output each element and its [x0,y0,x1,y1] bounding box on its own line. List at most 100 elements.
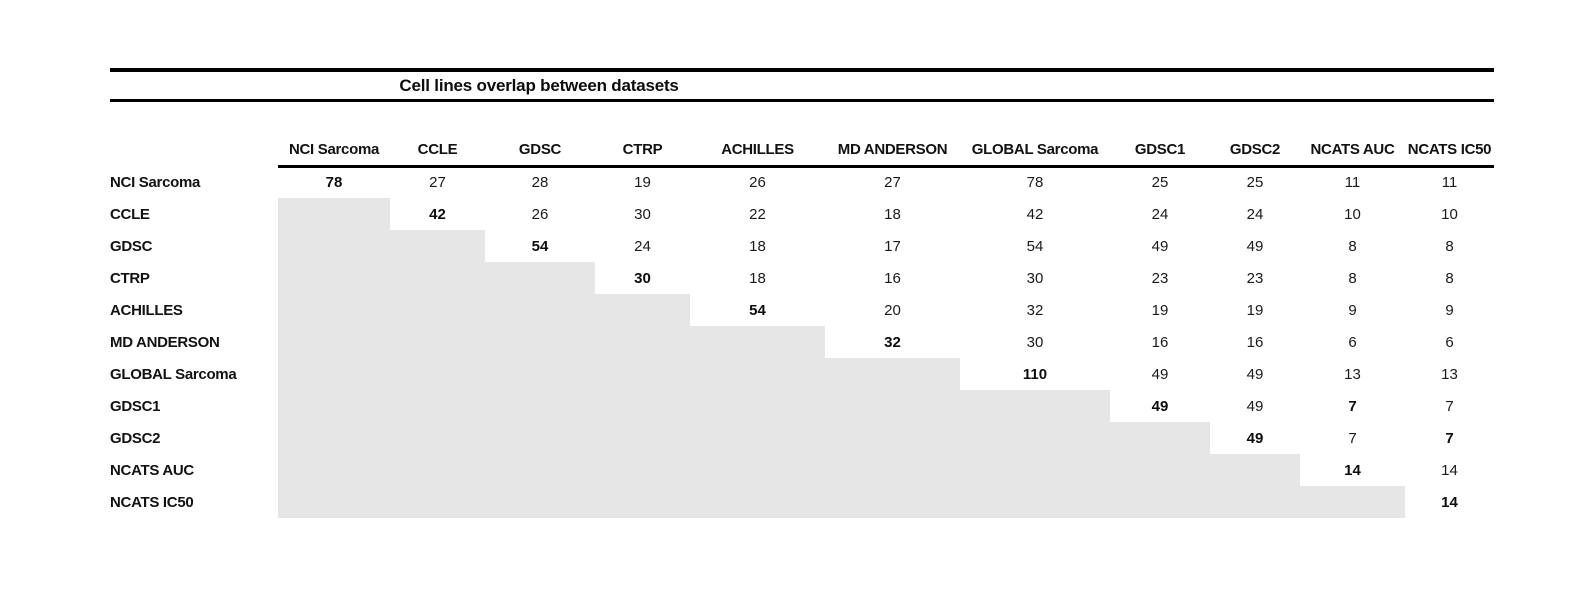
overlap-value-cell: 19 [1151,301,1169,319]
empty-cell [595,358,690,390]
col-header-ncats-auc: NCATS AUC [1300,134,1405,168]
empty-cell [825,422,960,454]
overlap-value-cell: 9 [1348,301,1357,319]
empty-cell [690,358,825,390]
overlap-value-cell: 11 [1344,174,1361,192]
row-header-md-anderson: MD ANDERSON [110,333,220,351]
empty-cell [595,454,690,486]
empty-cell [825,454,960,486]
overlap-value-cell: 18 [884,205,901,223]
col-header-nci-sarcoma: NCI Sarcoma [278,134,390,168]
overlap-value-cell: 19 [634,174,651,192]
empty-cell [595,486,690,518]
col-header-global-sarcoma: GLOBAL Sarcoma [960,134,1110,168]
overlap-value-cell: 78 [325,174,343,192]
row-header-gdsc2: GDSC2 [110,429,161,447]
overlap-value-cell: 27 [884,174,901,192]
table-head: NCI Sarcoma CCLE GDSC CTRP ACHILLES MD ANDERS… [110,134,1494,168]
overlap-value-cell: 28 [531,174,549,192]
table-row: GDSC1 49 49 7 7 [110,390,1494,422]
empty-cell [390,326,485,358]
overlap-value-cell: 110 [1022,365,1048,383]
row-header-ncats-ic50: NCATS IC50 [110,493,194,511]
empty-cell [960,486,1110,518]
overlap-value-cell: 49 [1246,429,1264,447]
table-row: GDSC 54 24 18 17 54 49 49 8 8 [110,230,1494,262]
overlap-value-cell: 42 [429,205,446,223]
empty-cell [390,422,485,454]
col-header-ncats-ic50: NCATS IC50 [1405,134,1494,168]
table-row: MD ANDERSON 32 30 16 16 6 6 [110,326,1494,358]
overlap-value-cell: 42 [1026,205,1044,223]
empty-cell [278,262,390,294]
overlap-value-cell: 18 [749,269,766,287]
empty-cell [278,198,390,230]
overlap-value-cell: 16 [884,269,901,287]
empty-cell [485,486,595,518]
col-header-ctrp: CTRP [595,134,690,168]
empty-cell [278,358,390,390]
overlap-value-cell: 49 [1246,365,1264,383]
overlap-value-cell: 54 [1026,237,1044,255]
col-header-gdsc1: GDSC1 [1110,134,1210,168]
table-row: CTRP 30 18 16 30 23 23 8 8 [110,262,1494,294]
overlap-value-cell: 13 [1441,365,1458,383]
empty-cell [390,390,485,422]
overlap-value-cell: 23 [1151,269,1169,287]
empty-cell [825,390,960,422]
empty-cell [690,486,825,518]
empty-cell [485,422,595,454]
overlap-value-cell: 11 [1441,174,1458,192]
corner-cell [110,134,278,166]
overlap-value-cell: 27 [429,174,446,192]
empty-cell [690,454,825,486]
empty-cell [278,486,390,518]
overlap-value-cell: 16 [1151,333,1169,351]
empty-cell [825,358,960,390]
overlap-value-cell: 8 [1445,269,1454,287]
col-header-ccle: CCLE [390,134,485,168]
row-header-achilles: ACHILLES [110,301,183,319]
empty-cell [960,390,1110,422]
empty-cell [485,326,595,358]
overlap-value-cell: 25 [1151,174,1169,192]
overlap-value-cell: 7 [1348,429,1357,447]
table-row: NCI Sarcoma 78 27 28 19 26 27 78 25 25 11 11 [110,166,1494,198]
overlap-value-cell: 49 [1246,397,1264,415]
table-row: NCATS AUC 14 14 [110,454,1494,486]
empty-cell [485,454,595,486]
col-header-md-anderson: MD ANDERSON [825,134,960,168]
empty-cell [278,230,390,262]
empty-cell [960,422,1110,454]
empty-cell [390,230,485,262]
empty-cell [390,486,485,518]
empty-cell [1210,454,1300,486]
overlap-value-cell: 26 [749,174,766,192]
table-row: ACHILLES 54 20 32 19 19 9 9 [110,294,1494,326]
overlap-value-cell: 49 [1246,237,1264,255]
empty-cell [595,326,690,358]
overlap-value-cell: 24 [634,237,651,255]
overlap-value-cell: 17 [884,237,901,255]
overlap-value-cell: 6 [1348,333,1357,351]
overlap-value-cell: 18 [749,237,766,255]
row-header-nci-sarcoma: NCI Sarcoma [110,173,201,191]
overlap-value-cell: 78 [1026,174,1044,192]
overlap-value-cell: 19 [1246,301,1264,319]
empty-cell [690,390,825,422]
empty-cell [278,294,390,326]
empty-cell [690,326,825,358]
table-row: GDSC2 49 7 7 [110,422,1494,454]
empty-cell [278,422,390,454]
empty-cell [390,358,485,390]
overlap-value-cell: 49 [1151,397,1169,415]
table-title: Cell lines overlap between datasets [399,76,679,95]
col-header-gdsc: GDSC [485,134,595,168]
overlap-value-cell: 26 [531,205,549,223]
overlap-value-cell: 20 [884,301,901,319]
overlap-value-cell: 54 [531,237,549,255]
overlap-value-cell: 8 [1348,237,1357,255]
empty-cell [1110,422,1210,454]
overlap-value-cell: 8 [1445,237,1454,255]
